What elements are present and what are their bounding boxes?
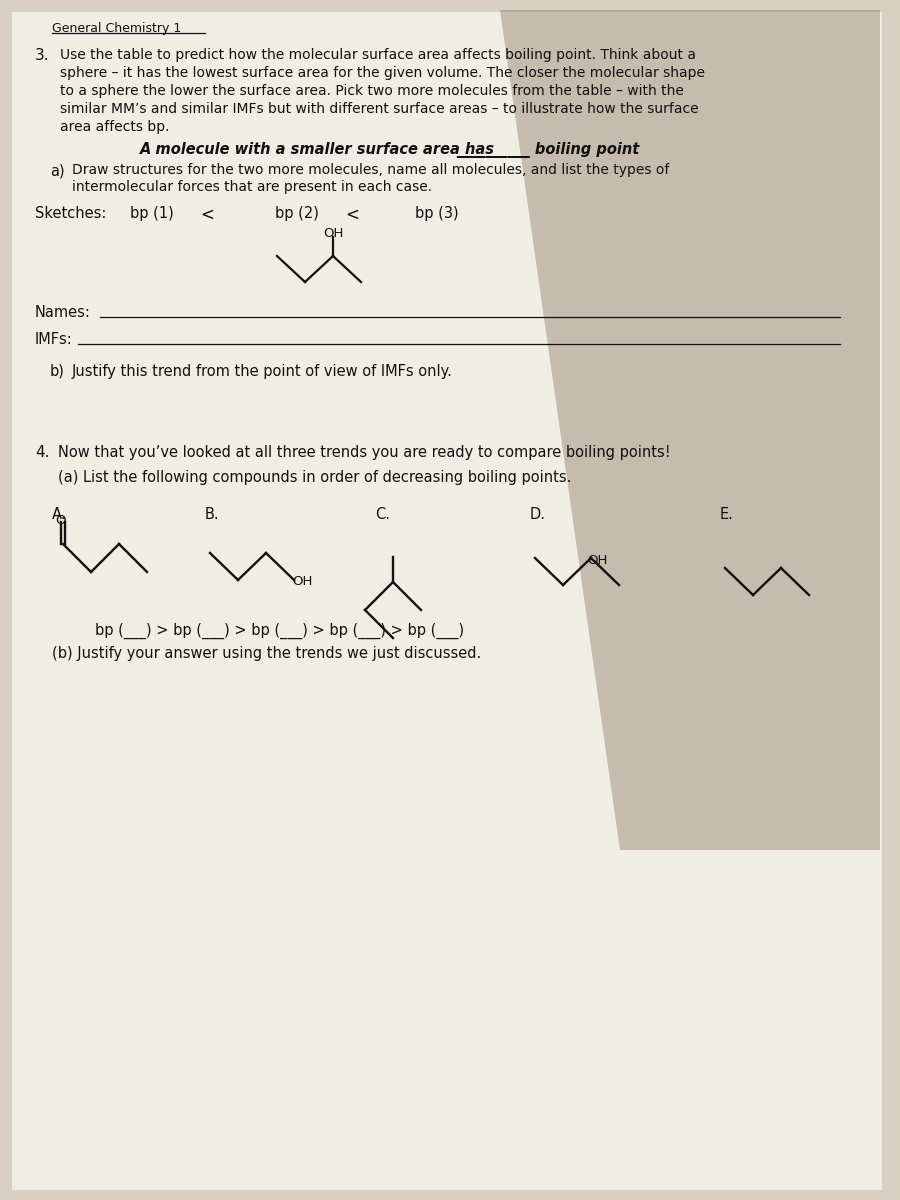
Text: Names:: Names: <box>35 305 91 320</box>
Text: bp (___) > bp (___) > bp (___) > bp (___) > bp (___): bp (___) > bp (___) > bp (___) > bp (___… <box>95 623 464 640</box>
Text: Justify this trend from the point of view of IMFs only.: Justify this trend from the point of vie… <box>72 364 453 379</box>
Text: bp (2): bp (2) <box>275 206 319 221</box>
Text: OH: OH <box>323 227 344 240</box>
Text: Sketches:: Sketches: <box>35 206 106 221</box>
Text: area affects bp.: area affects bp. <box>60 120 169 134</box>
Text: a): a) <box>50 163 65 178</box>
Text: sphere – it has the lowest surface area for the given volume. The closer the mol: sphere – it has the lowest surface area … <box>60 66 705 80</box>
Text: B.: B. <box>205 506 220 522</box>
Text: General Chemistry 1: General Chemistry 1 <box>52 22 181 35</box>
Text: OH: OH <box>292 575 312 588</box>
Text: Now that you’ve looked at all three trends you are ready to compare boiling poin: Now that you’ve looked at all three tren… <box>58 445 671 460</box>
Text: intermolecular forces that are present in each case.: intermolecular forces that are present i… <box>72 180 432 194</box>
Text: C.: C. <box>375 506 390 522</box>
Text: <: < <box>200 206 214 224</box>
Text: to a sphere the lower the surface area. Pick two more molecules from the table –: to a sphere the lower the surface area. … <box>60 84 684 98</box>
Polygon shape <box>500 10 880 850</box>
Text: A molecule with a smaller surface area has: A molecule with a smaller surface area h… <box>140 142 495 157</box>
Text: E.: E. <box>720 506 733 522</box>
Text: bp (1): bp (1) <box>130 206 174 221</box>
Text: bp (3): bp (3) <box>415 206 459 221</box>
Text: <: < <box>345 206 359 224</box>
FancyBboxPatch shape <box>12 12 882 1190</box>
Text: b): b) <box>50 364 65 379</box>
Text: 4.: 4. <box>35 445 50 460</box>
Text: D.: D. <box>530 506 546 522</box>
Text: __________ boiling point: __________ boiling point <box>456 142 639 158</box>
Text: IMFs:: IMFs: <box>35 332 73 347</box>
Text: A.: A. <box>52 506 67 522</box>
Text: similar MM’s and similar IMFs but with different surface areas – to illustrate h: similar MM’s and similar IMFs but with d… <box>60 102 698 116</box>
Text: (b) Justify your answer using the trends we just discussed.: (b) Justify your answer using the trends… <box>52 646 482 661</box>
Text: (a) List the following compounds in order of decreasing boiling points.: (a) List the following compounds in orde… <box>58 470 572 485</box>
Text: OH: OH <box>587 554 608 566</box>
Text: O: O <box>55 514 66 527</box>
Text: Use the table to predict how the molecular surface area affects boiling point. T: Use the table to predict how the molecul… <box>60 48 696 62</box>
Text: Draw structures for the two more molecules, name all molecules, and list the typ: Draw structures for the two more molecul… <box>72 163 670 176</box>
Text: 3.: 3. <box>35 48 50 62</box>
